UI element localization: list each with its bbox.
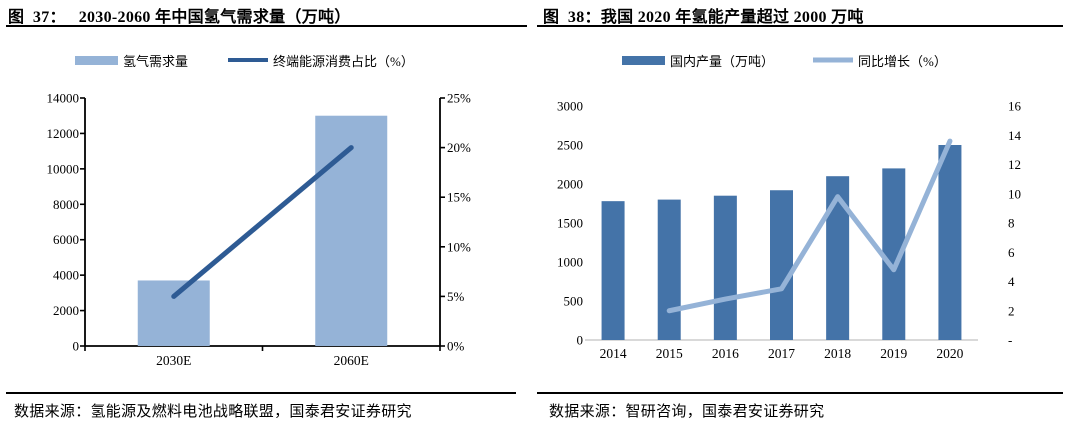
figure-37-chart: 氢气需求量 终端能源消费占比（%） 0 2000 4000 6000 8000 10000 12… bbox=[0, 38, 535, 388]
bar-2014 bbox=[601, 201, 625, 340]
figure-37-source-row: 数据来源：氢能源及燃料电池战略联盟，国泰君安证券研究 bbox=[0, 392, 535, 421]
left-axis-tick-label: 8000 bbox=[53, 197, 79, 212]
left-axis-tick-label: 2000 bbox=[53, 303, 79, 318]
trend-line bbox=[171, 145, 354, 299]
right-axis-tick-label: 10% bbox=[447, 239, 471, 254]
figure-37-panel: 图 37： 2030-2060 年中国氢气需求量（万吨） 氢气需求量 终端能源消费… bbox=[0, 9, 535, 421]
left-axis-tick-label: 1000 bbox=[557, 255, 583, 270]
hydrogen-demand-chart: 氢气需求量 终端能源消费占比（%） 0 2000 4000 6000 8000 10000 12… bbox=[47, 54, 472, 368]
bar-2020 bbox=[938, 145, 962, 340]
left-axis-tick-label: 0 bbox=[577, 333, 584, 348]
category-label-2016: 2016 bbox=[712, 346, 739, 361]
figure-38-chart: 国内产量（万吨） 同比增长（%） 0 500 1000 1500 2000 2500 3000 -… bbox=[535, 38, 1070, 388]
left-axis-tick-label: 2000 bbox=[557, 177, 583, 192]
legend-line-label: 终端能源消费占比（%） bbox=[273, 54, 414, 69]
figure-38-panel: 图 38：我国 2020 年氢能产量超过 2000 万吨 国内产量（万吨） 同比增… bbox=[535, 0, 1070, 437]
trend-line bbox=[666, 138, 953, 314]
left-axis-tick-label: 12000 bbox=[47, 126, 80, 141]
left-axis-tick-label: 2500 bbox=[557, 138, 583, 153]
right-axis-tick-label: 5% bbox=[447, 289, 465, 304]
bar-2019 bbox=[882, 168, 906, 340]
figure-37-title-rule bbox=[6, 25, 527, 27]
category-label-2014: 2014 bbox=[600, 346, 627, 361]
figure-38-source-row: 数据来源：智研咨询，国泰君安证券研究 bbox=[535, 392, 1070, 421]
figure-38-source-rule bbox=[537, 392, 1063, 394]
legend-bar-label: 国内产量（万吨） bbox=[670, 54, 774, 69]
right-axis-tick-label: 20% bbox=[447, 140, 471, 155]
category-label-2017: 2017 bbox=[768, 346, 795, 361]
bar-2017 bbox=[770, 190, 793, 340]
left-axis-tick-label: 14000 bbox=[47, 91, 80, 106]
right-axis-tick-label: 25% bbox=[447, 91, 471, 106]
category-label-2030E: 2030E bbox=[156, 353, 191, 368]
right-axis-tick-label: 10 bbox=[1008, 186, 1021, 201]
left-axis-tick-label: 1500 bbox=[557, 216, 583, 231]
legend-bar-swatch bbox=[622, 56, 665, 65]
category-label-2015: 2015 bbox=[656, 346, 683, 361]
legend-bar-swatch bbox=[75, 56, 118, 65]
right-axis-tick-label: 12 bbox=[1008, 157, 1021, 172]
bar-2060E bbox=[315, 115, 388, 346]
right-axis-tick-label: 2 bbox=[1008, 303, 1015, 318]
right-axis-tick-label: 6 bbox=[1008, 245, 1015, 260]
bar-2016 bbox=[713, 195, 737, 340]
legend-bar-label: 氢气需求量 bbox=[123, 54, 188, 69]
right-axis-tick-label: 0% bbox=[447, 339, 465, 354]
right-axis-tick-label: 16 bbox=[1008, 99, 1022, 114]
right-axis-tick-label: 8 bbox=[1008, 216, 1015, 231]
left-axis-tick-label: 3000 bbox=[557, 99, 583, 114]
bar-2030E bbox=[137, 280, 210, 346]
category-label-2020: 2020 bbox=[936, 346, 963, 361]
bar-2018 bbox=[826, 176, 850, 340]
figure-37-source-rule bbox=[6, 392, 516, 394]
left-axis-tick-label: 0 bbox=[73, 339, 80, 354]
left-axis-tick-label: 4000 bbox=[53, 268, 79, 283]
bar-2015 bbox=[657, 199, 681, 340]
figure-37-title: 图 37： 2030-2060 年中国氢气需求量（万吨） bbox=[8, 9, 351, 26]
right-axis-tick-label: 4 bbox=[1008, 274, 1015, 289]
left-axis-tick-label: 10000 bbox=[47, 161, 80, 176]
category-label-2019: 2019 bbox=[880, 346, 907, 361]
right-axis-tick-label: - bbox=[1008, 333, 1012, 348]
right-axis-tick-label: 15% bbox=[447, 190, 471, 205]
figure-37-source: 数据来源：氢能源及燃料电池战略联盟，国泰君安证券研究 bbox=[14, 404, 412, 420]
left-axis-tick-label: 6000 bbox=[53, 232, 79, 247]
legend-line-label: 同比增长（%） bbox=[858, 54, 947, 69]
hydrogen-production-chart: 国内产量（万吨） 同比增长（%） 0 500 1000 1500 2000 2500 3000 -… bbox=[557, 54, 1022, 361]
category-label-2018: 2018 bbox=[824, 346, 851, 361]
right-axis-tick-label: 14 bbox=[1008, 128, 1022, 143]
left-axis-tick-label: 500 bbox=[564, 294, 584, 309]
figure-38-source: 数据来源：智研咨询，国泰君安证券研究 bbox=[549, 404, 825, 420]
figure-38-title: 图 38：我国 2020 年氢能产量超过 2000 万吨 bbox=[543, 9, 864, 26]
figure-38-title-rule bbox=[537, 25, 1063, 27]
category-label-2060E: 2060E bbox=[334, 353, 369, 368]
